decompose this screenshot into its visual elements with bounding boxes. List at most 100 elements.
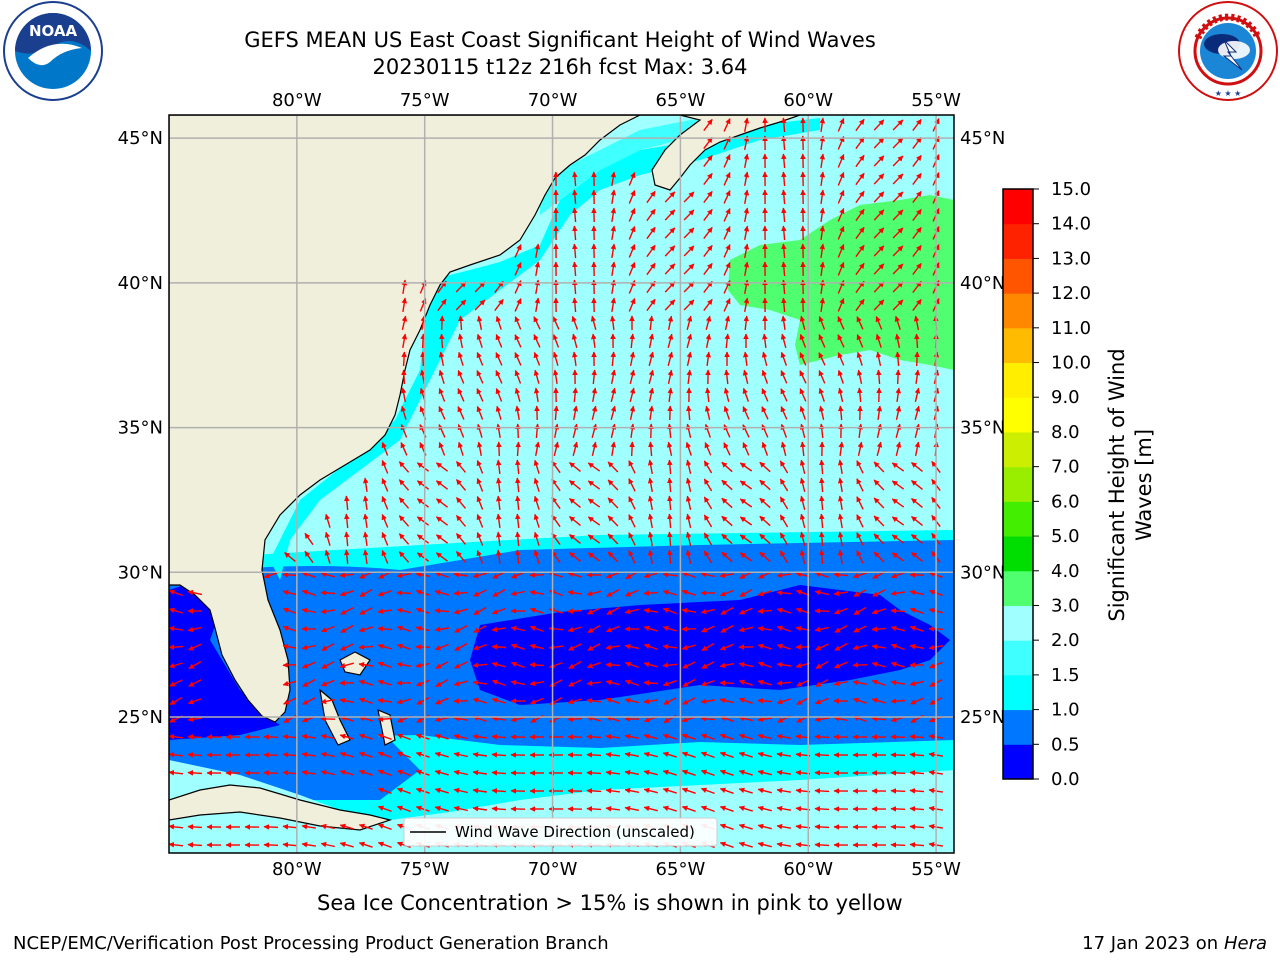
wave-direction-arrow: [700, 698, 716, 705]
wave-direction-arrow: [738, 751, 753, 758]
wave-direction-arrow: [591, 405, 598, 420]
wave-direction-arrow: [515, 495, 521, 511]
wave-direction-arrow: [629, 441, 635, 457]
wave-direction-arrow: [873, 245, 885, 257]
wave-direction-arrow: [401, 297, 408, 313]
wave-direction-arrow: [569, 516, 581, 526]
colorbar-tick-label: 3.0: [1051, 595, 1080, 616]
wave-direction-arrow: [187, 842, 203, 848]
wave-direction-arrow: [909, 643, 925, 650]
wave-direction-arrow: [169, 823, 184, 830]
wave-direction-arrow: [569, 480, 581, 490]
wave-direction-arrow: [438, 351, 445, 367]
wave-direction-arrow: [856, 334, 864, 348]
map-frame: [168, 114, 955, 854]
wave-direction-arrow: [358, 644, 374, 650]
lon-tick-label-top: 70°W: [528, 90, 578, 111]
wave-direction-arrow: [567, 589, 583, 596]
wave-direction-arrow: [909, 589, 924, 596]
wave-direction-arrow: [856, 514, 864, 528]
wave-direction-arrow: [572, 387, 578, 403]
wave-direction-arrow: [377, 805, 392, 813]
wave-direction-arrow: [701, 661, 715, 669]
wave-direction-arrow: [779, 496, 789, 510]
wave-direction-arrow: [321, 660, 335, 670]
wave-direction-arrow: [891, 498, 905, 508]
wave-direction-arrow: [739, 552, 753, 562]
wave-direction-arrow: [761, 369, 769, 384]
wave-direction-arrow: [529, 572, 545, 578]
wave-direction-arrow: [814, 589, 829, 596]
wave-direction-arrow: [857, 441, 864, 456]
colorbar-segment: [1003, 744, 1033, 780]
wave-direction-arrow: [704, 423, 711, 438]
wave-direction-arrow: [605, 697, 620, 705]
wave-direction-arrow: [605, 787, 620, 794]
wave-direction-arrow: [552, 369, 559, 385]
wave-direction-arrow: [434, 608, 450, 614]
wave-direction-arrow: [625, 589, 639, 597]
wave-direction-arrow: [629, 387, 636, 402]
wave-direction-arrow: [738, 733, 753, 740]
wave-direction-arrow: [781, 225, 787, 241]
wave-direction-arrow: [681, 769, 696, 776]
wave-direction-arrow: [568, 643, 582, 651]
chart-subtitle: 20230115 t12z 216h fcst Max: 3.64: [372, 55, 748, 79]
wave-direction-arrow: [648, 441, 654, 457]
wave-direction-arrow: [721, 497, 733, 509]
wave-direction-arrow: [719, 769, 734, 776]
wave-direction-arrow: [434, 733, 449, 740]
wave-direction-arrow: [780, 333, 787, 348]
colorbar-tick-label: 14.0: [1051, 214, 1091, 235]
wave-direction-arrow: [723, 190, 731, 204]
wave-direction-arrow: [454, 661, 468, 669]
wave-direction-arrow: [662, 680, 677, 687]
wave-direction-arrow: [890, 734, 906, 740]
wave-direction-arrow: [757, 751, 772, 758]
wave-direction-arrow: [723, 118, 731, 132]
colorbar-segment: [1003, 397, 1033, 433]
wave-direction-arrow: [282, 752, 298, 758]
lat-tick-label-right: 25°N: [960, 707, 1005, 728]
wave-direction-arrow: [587, 624, 601, 634]
wave-direction-arrow: [700, 571, 715, 578]
wave-direction-arrow: [169, 751, 184, 758]
wave-direction-arrow: [553, 423, 560, 439]
wave-direction-arrow: [742, 351, 749, 366]
colorbar-segment: [1003, 466, 1033, 502]
wave-direction-arrow: [681, 607, 697, 614]
wave-direction-arrow: [381, 549, 389, 564]
wave-direction-arrow: [514, 405, 521, 421]
wave-direction-arrow: [683, 227, 695, 239]
arrow-legend-label: Wind Wave Direction (unscaled): [455, 823, 695, 841]
wave-direction-arrow: [301, 571, 316, 578]
wave-direction-arrow: [320, 751, 335, 758]
wave-direction-arrow: [873, 173, 885, 185]
wave-direction-arrow: [454, 642, 468, 652]
wave-direction-arrow: [912, 118, 922, 132]
wave-direction-arrow: [662, 733, 677, 740]
wave-direction-arrow: [420, 315, 427, 331]
noaa-logo: NOAA: [3, 1, 103, 101]
wave-direction-arrow: [662, 662, 678, 668]
wave-direction-arrow: [607, 551, 619, 563]
wave-direction-arrow: [833, 715, 848, 722]
wave-direction-arrow: [837, 207, 845, 222]
wave-direction-arrow: [681, 733, 696, 740]
wave-direction-arrow: [855, 190, 865, 204]
wave-direction-arrow: [605, 662, 621, 668]
colorbar-label: Significant Height of Wind: [1105, 348, 1129, 621]
wave-direction-arrow: [476, 351, 484, 366]
wave-direction-arrow: [912, 226, 922, 240]
wave-direction-arrow: [438, 387, 446, 402]
wave-direction-arrow: [757, 823, 772, 830]
wave-direction-arrow: [911, 462, 923, 472]
wave-direction-arrow: [529, 680, 545, 687]
wave-direction-arrow: [629, 369, 636, 384]
wave-direction-arrow: [643, 769, 658, 776]
wave-direction-arrow: [416, 696, 430, 706]
wave-direction-arrow: [871, 608, 886, 615]
wave-direction-arrow: [534, 441, 541, 457]
wave-direction-arrow: [891, 516, 905, 526]
wave-direction-arrow: [875, 351, 882, 366]
